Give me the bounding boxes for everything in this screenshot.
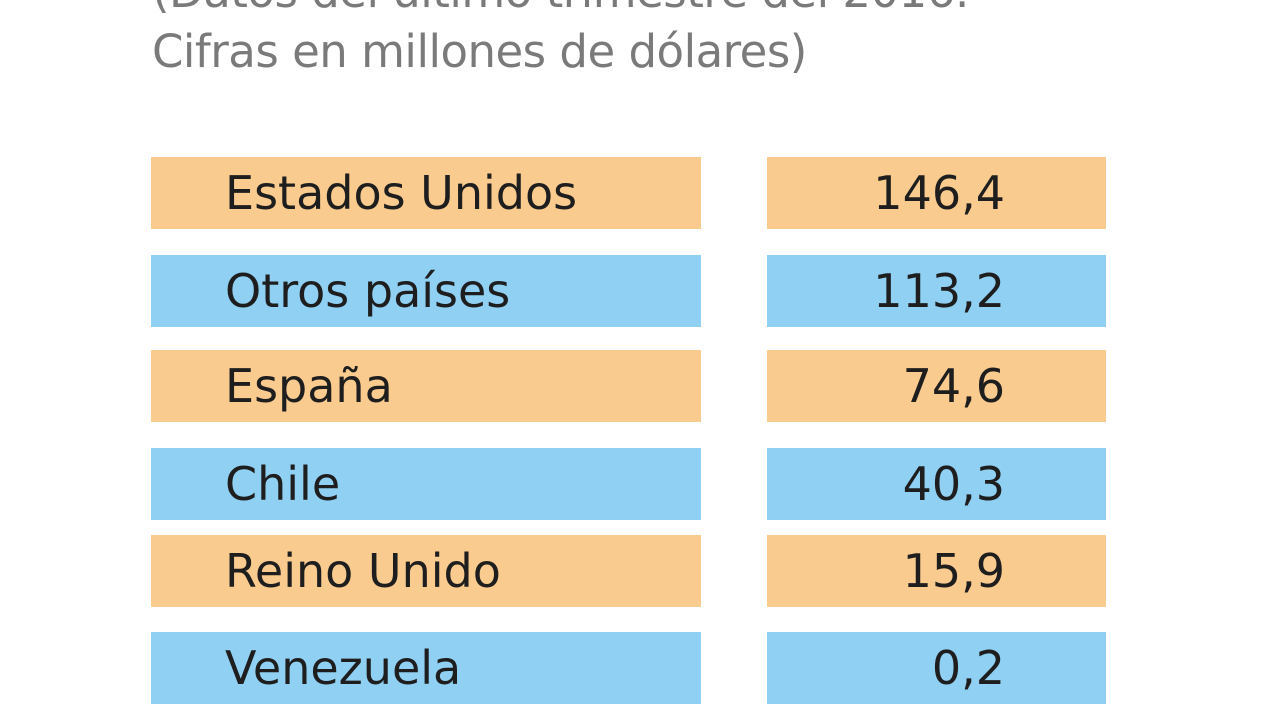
row-label: España bbox=[151, 350, 701, 422]
table-row: España 74,6 bbox=[151, 350, 1106, 422]
subtitle-line-1: (Datos del último trimestre del 2016. bbox=[152, 0, 969, 22]
table-row: Venezuela 0,2 bbox=[151, 632, 1106, 704]
row-label: Estados Unidos bbox=[151, 157, 701, 229]
row-value: 40,3 bbox=[767, 448, 1106, 520]
subtitle: (Datos del último trimestre del 2016. Ci… bbox=[152, 0, 969, 82]
row-value: 113,2 bbox=[767, 255, 1106, 327]
row-value: 74,6 bbox=[767, 350, 1106, 422]
subtitle-line-2: Cifras en millones de dólares) bbox=[152, 25, 807, 78]
row-label: Otros países bbox=[151, 255, 701, 327]
row-label: Reino Unido bbox=[151, 535, 701, 607]
row-label: Venezuela bbox=[151, 632, 701, 704]
row-label: Chile bbox=[151, 448, 701, 520]
row-value: 15,9 bbox=[767, 535, 1106, 607]
table-row: Chile 40,3 bbox=[151, 448, 1106, 520]
row-value: 0,2 bbox=[767, 632, 1106, 704]
row-value: 146,4 bbox=[767, 157, 1106, 229]
table-row: Estados Unidos 146,4 bbox=[151, 157, 1106, 229]
table-row: Reino Unido 15,9 bbox=[151, 535, 1106, 607]
table-row: Otros países 113,2 bbox=[151, 255, 1106, 327]
